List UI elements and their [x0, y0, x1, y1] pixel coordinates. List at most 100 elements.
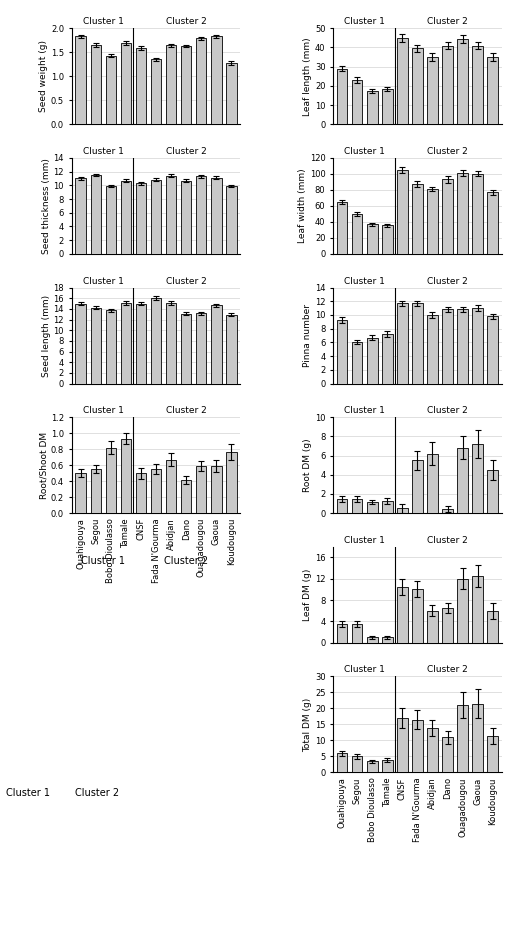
Text: Cluster 1: Cluster 1 — [83, 406, 124, 415]
Bar — [337, 202, 348, 254]
Bar — [412, 720, 423, 772]
Bar — [442, 45, 453, 124]
Bar — [337, 625, 348, 642]
Bar — [181, 46, 191, 124]
Bar — [487, 470, 498, 513]
Bar — [226, 186, 237, 254]
Text: Cluster 2: Cluster 2 — [166, 406, 206, 415]
Bar — [181, 314, 191, 383]
Bar — [136, 473, 146, 513]
Bar — [427, 610, 438, 642]
Bar — [151, 180, 161, 254]
Bar — [136, 48, 146, 124]
Bar — [367, 638, 377, 642]
Y-axis label: Pinna number: Pinna number — [303, 304, 312, 367]
Text: Cluster 2: Cluster 2 — [427, 406, 468, 415]
Bar — [457, 706, 468, 772]
Bar — [473, 174, 483, 254]
Text: Cluster 1: Cluster 1 — [344, 665, 385, 674]
Bar — [457, 173, 468, 254]
Text: Cluster 2: Cluster 2 — [75, 788, 119, 798]
Bar — [427, 189, 438, 254]
Y-axis label: Leaf width (mm): Leaf width (mm) — [298, 169, 307, 243]
Bar — [442, 510, 453, 513]
Bar — [211, 466, 222, 513]
Bar — [442, 180, 453, 254]
Bar — [91, 469, 101, 513]
Y-axis label: Seed weight (g): Seed weight (g) — [39, 41, 48, 112]
Bar — [397, 303, 408, 383]
Bar — [427, 727, 438, 772]
Text: Cluster 2: Cluster 2 — [166, 147, 206, 156]
Bar — [382, 638, 393, 642]
Bar — [457, 578, 468, 642]
Bar — [367, 502, 377, 513]
Bar — [151, 469, 161, 513]
Bar — [382, 334, 393, 383]
Bar — [487, 610, 498, 642]
Bar — [196, 176, 206, 254]
Text: Cluster 1: Cluster 1 — [83, 147, 124, 156]
Bar — [412, 461, 423, 513]
Bar — [196, 466, 206, 513]
Bar — [151, 59, 161, 124]
Bar — [105, 447, 116, 513]
Y-axis label: Total DM (g): Total DM (g) — [303, 697, 312, 752]
Bar — [226, 315, 237, 383]
Bar — [397, 509, 408, 513]
Bar — [166, 45, 176, 124]
Bar — [226, 452, 237, 513]
Bar — [75, 37, 86, 124]
Bar — [442, 738, 453, 772]
Bar — [473, 444, 483, 513]
Bar — [487, 57, 498, 124]
Bar — [181, 479, 191, 513]
Bar — [121, 42, 131, 124]
Bar — [211, 37, 222, 124]
Text: Cluster 1: Cluster 1 — [81, 557, 125, 566]
Bar — [427, 315, 438, 383]
Bar — [211, 178, 222, 254]
Bar — [337, 498, 348, 513]
Text: Cluster 1: Cluster 1 — [344, 536, 385, 544]
Bar — [367, 337, 377, 383]
Bar — [412, 303, 423, 383]
Bar — [151, 298, 161, 383]
Bar — [457, 39, 468, 124]
Text: Cluster 1: Cluster 1 — [344, 147, 385, 156]
Bar — [91, 45, 101, 124]
Bar — [367, 761, 377, 772]
Y-axis label: Seed thickness (mm): Seed thickness (mm) — [42, 158, 51, 253]
Bar — [412, 48, 423, 124]
Bar — [397, 170, 408, 254]
Y-axis label: Root/Shoot DM: Root/Shoot DM — [39, 431, 48, 498]
Text: Cluster 2: Cluster 2 — [166, 17, 206, 26]
Bar — [75, 178, 86, 254]
Bar — [427, 57, 438, 124]
Bar — [166, 303, 176, 383]
Text: Cluster 1: Cluster 1 — [344, 17, 385, 26]
Bar — [352, 214, 362, 254]
Bar — [75, 303, 86, 383]
Bar — [457, 310, 468, 383]
Bar — [121, 181, 131, 254]
Text: Cluster 1: Cluster 1 — [344, 277, 385, 285]
Bar — [382, 759, 393, 772]
Bar — [457, 447, 468, 513]
Bar — [473, 577, 483, 642]
Text: Cluster 2: Cluster 2 — [164, 557, 208, 566]
Bar — [136, 303, 146, 383]
Bar — [337, 319, 348, 383]
Text: Cluster 1: Cluster 1 — [83, 277, 124, 285]
Bar — [337, 69, 348, 124]
Bar — [352, 756, 362, 772]
Text: Cluster 2: Cluster 2 — [166, 277, 206, 285]
Y-axis label: Leaf DM (g): Leaf DM (g) — [303, 569, 312, 621]
Y-axis label: Root DM (g): Root DM (g) — [303, 438, 312, 492]
Text: Cluster 2: Cluster 2 — [427, 665, 468, 674]
Bar — [397, 38, 408, 124]
Bar — [166, 176, 176, 254]
Bar — [226, 63, 237, 124]
Bar — [352, 80, 362, 124]
Bar — [352, 342, 362, 383]
